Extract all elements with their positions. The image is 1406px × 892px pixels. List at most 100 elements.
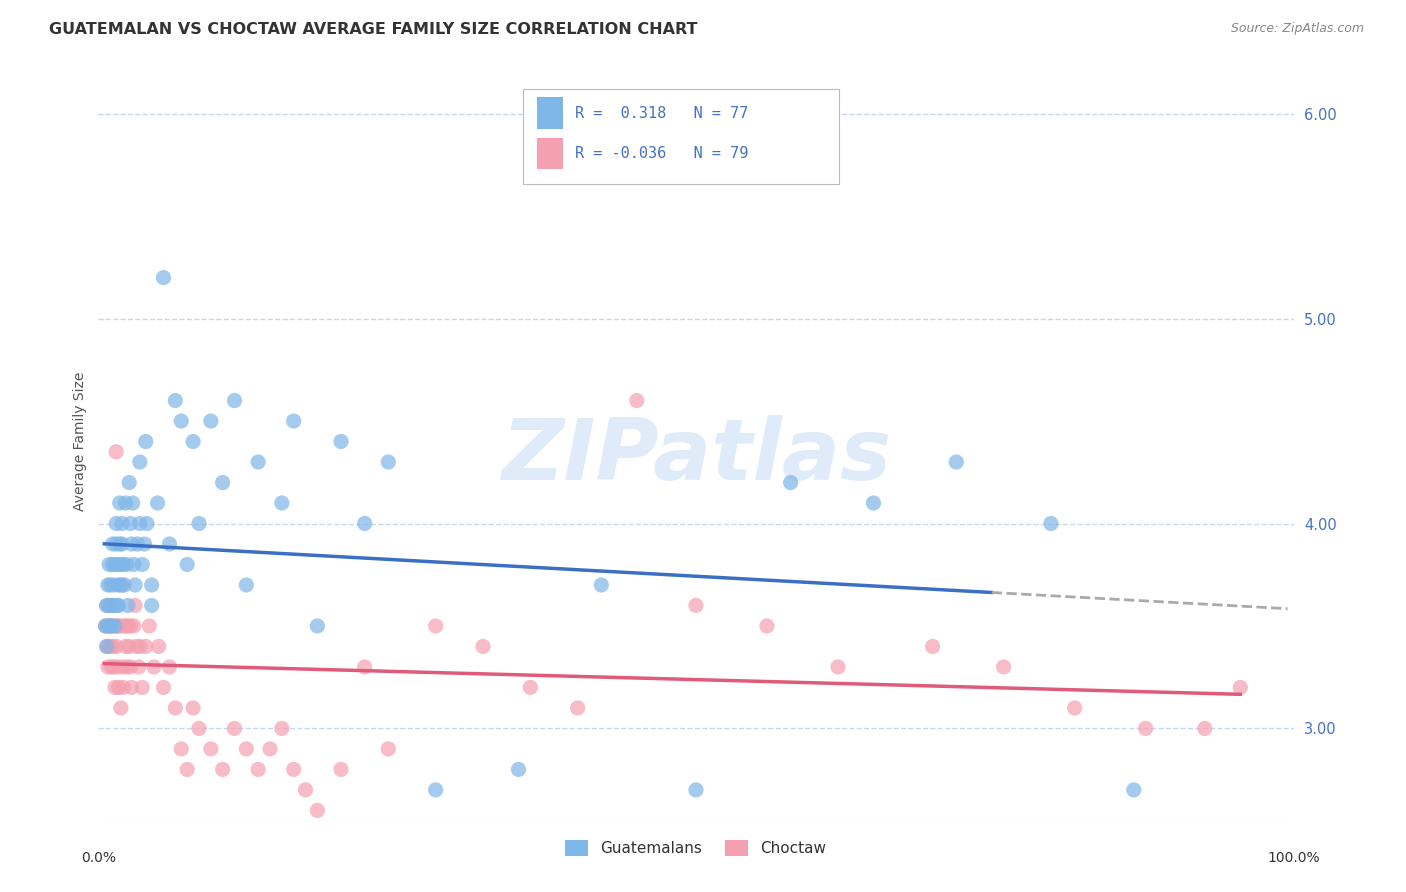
Point — [188, 516, 211, 531]
Point — [112, 558, 135, 572]
Point — [247, 455, 270, 469]
Point — [108, 619, 131, 633]
Point — [211, 475, 233, 490]
Point — [170, 414, 193, 428]
Point — [103, 578, 125, 592]
Point — [1194, 722, 1216, 736]
Point — [377, 742, 399, 756]
Point — [97, 619, 120, 633]
Point — [125, 640, 148, 654]
Point — [114, 619, 136, 633]
Point — [259, 742, 281, 756]
Point — [591, 578, 613, 592]
Point — [141, 599, 163, 613]
Point — [107, 578, 129, 592]
Point — [101, 558, 124, 572]
Point — [94, 619, 117, 633]
Point — [117, 599, 139, 613]
Point — [122, 619, 145, 633]
Point — [105, 516, 128, 531]
Point — [101, 537, 124, 551]
Point — [270, 722, 292, 736]
Point — [157, 660, 180, 674]
Point — [105, 444, 128, 458]
Point — [353, 516, 375, 531]
Point — [111, 516, 134, 531]
Point — [1229, 681, 1251, 695]
Point — [134, 537, 156, 551]
Point — [98, 640, 121, 654]
Point — [97, 578, 120, 592]
Point — [110, 701, 132, 715]
Text: GUATEMALAN VS CHOCTAW AVERAGE FAMILY SIZE CORRELATION CHART: GUATEMALAN VS CHOCTAW AVERAGE FAMILY SIZ… — [49, 22, 697, 37]
Point — [283, 763, 305, 777]
Point — [112, 681, 135, 695]
Point — [307, 804, 329, 818]
Point — [181, 701, 204, 715]
Bar — [537, 137, 564, 169]
Point — [508, 763, 530, 777]
Y-axis label: Average Family Size: Average Family Size — [73, 372, 87, 511]
Point — [425, 619, 447, 633]
Point — [105, 640, 128, 654]
Point — [115, 660, 138, 674]
Point — [152, 270, 174, 285]
Point — [152, 681, 174, 695]
Text: 0.0%: 0.0% — [82, 851, 115, 865]
Point — [107, 681, 129, 695]
Point — [104, 681, 127, 695]
Point — [235, 742, 257, 756]
Point — [779, 475, 801, 490]
Point — [181, 434, 204, 449]
Point — [567, 701, 589, 715]
Point — [101, 640, 124, 654]
Point — [1135, 722, 1157, 736]
Point — [283, 414, 305, 428]
Point — [118, 640, 141, 654]
Point — [111, 537, 134, 551]
Point — [224, 393, 246, 408]
Point — [108, 537, 131, 551]
Text: R = -0.036   N = 79: R = -0.036 N = 79 — [575, 146, 748, 161]
Point — [165, 701, 187, 715]
Point — [110, 558, 132, 572]
Point — [170, 742, 193, 756]
Point — [121, 496, 143, 510]
Point — [107, 599, 129, 613]
Point — [330, 434, 353, 449]
Point — [120, 516, 142, 531]
Point — [114, 640, 136, 654]
Point — [124, 578, 146, 592]
Point — [105, 558, 128, 572]
Point — [104, 619, 127, 633]
Text: R =  0.318   N = 77: R = 0.318 N = 77 — [575, 106, 748, 120]
Point — [117, 619, 139, 633]
Point — [120, 660, 142, 674]
Point — [307, 619, 329, 633]
Point — [945, 455, 967, 469]
Point — [105, 537, 128, 551]
Point — [127, 537, 149, 551]
Point — [188, 722, 211, 736]
Point — [138, 619, 160, 633]
Legend: Guatemalans, Choctaw: Guatemalans, Choctaw — [560, 834, 832, 863]
Point — [98, 640, 121, 654]
Point — [103, 660, 125, 674]
Point — [96, 599, 118, 613]
Point — [128, 516, 150, 531]
Point — [101, 599, 124, 613]
Point — [108, 496, 131, 510]
Point — [176, 558, 198, 572]
Point — [1122, 783, 1144, 797]
Point — [98, 619, 121, 633]
Point — [115, 558, 138, 572]
Point — [98, 599, 121, 613]
Point — [685, 783, 707, 797]
Point — [247, 763, 270, 777]
Point — [921, 640, 943, 654]
Point — [141, 578, 163, 592]
Point — [330, 763, 353, 777]
Point — [128, 660, 150, 674]
Point — [131, 558, 153, 572]
Point — [114, 619, 136, 633]
